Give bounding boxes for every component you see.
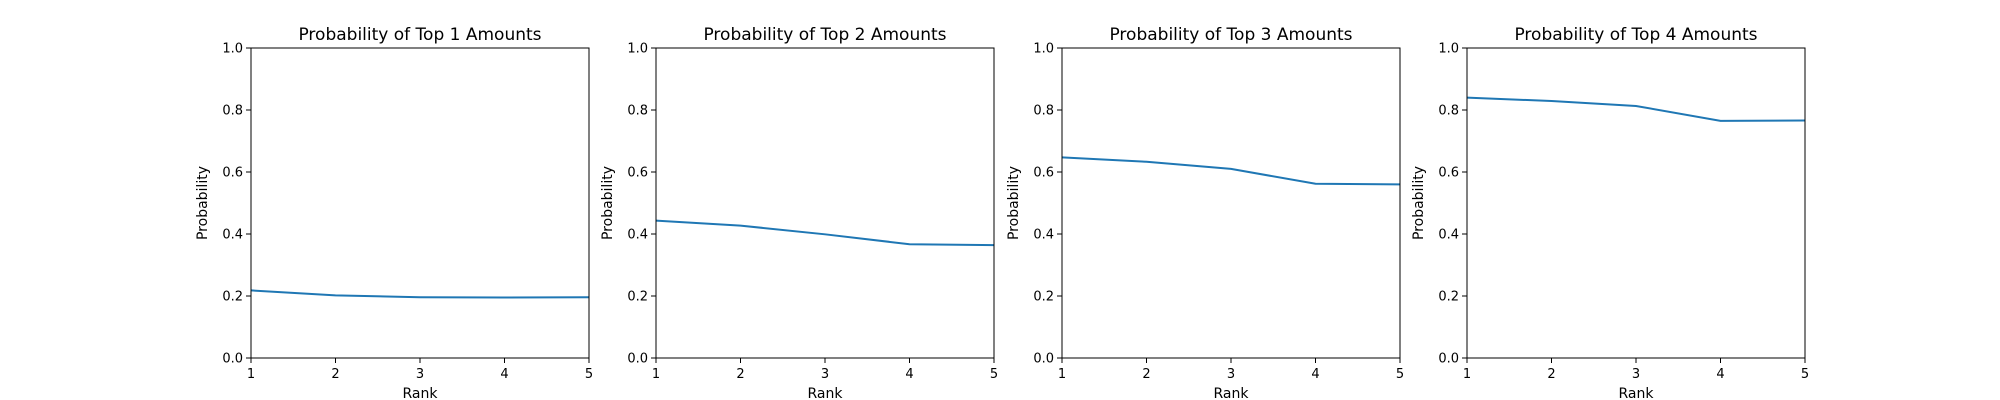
- y-tick-label: 0.4: [627, 228, 648, 243]
- y-tick-label: 0.8: [1438, 104, 1459, 119]
- x-tick-label: 1: [1463, 367, 1471, 382]
- y-tick-label: 0.0: [1438, 352, 1459, 367]
- y-tick-label: 0.2: [1438, 290, 1459, 305]
- x-tick-label: 4: [905, 367, 913, 382]
- chart-title: Probability of Top 2 Amounts: [703, 25, 946, 45]
- x-tick-label: 4: [500, 367, 508, 382]
- y-axis-label: Probability: [600, 166, 616, 240]
- chart-panel-3: Probability of Top 3 Amounts 1 2 3 4 5 0.0 0.2 0…: [1006, 25, 1404, 400]
- x-tick-label: 5: [1801, 367, 1809, 382]
- x-axis-label: Rank: [403, 386, 439, 400]
- y-axis-label: Probability: [1006, 166, 1022, 240]
- x-axis-label: Rank: [1214, 386, 1250, 400]
- y-tick-label: 1.0: [222, 42, 243, 57]
- y-tick-label: 1.0: [627, 42, 648, 57]
- y-tick-label: 0.4: [1033, 228, 1054, 243]
- y-tick-label: 0.6: [1033, 166, 1054, 181]
- x-tick-label: 2: [1547, 367, 1555, 382]
- chart-title: Probability of Top 4 Amounts: [1514, 25, 1757, 45]
- y-axis-label: Probability: [195, 166, 211, 240]
- y-tick-label: 0.2: [222, 290, 243, 305]
- x-tick-label: 2: [1142, 367, 1150, 382]
- plot-frame: [1061, 47, 1401, 359]
- x-tick-label: 3: [1632, 367, 1640, 382]
- y-tick-label: 0.0: [627, 352, 648, 367]
- y-tick-label: 0.4: [222, 228, 243, 243]
- y-tick-label: 0.2: [627, 290, 648, 305]
- y-tick-label: 0.4: [1438, 228, 1459, 243]
- x-tick-label: 1: [1058, 367, 1066, 382]
- y-tick-label: 0.8: [222, 104, 243, 119]
- chart-panel-2: Probability of Top 2 Amounts 1 2 3 4 5 0.0 0.2 0…: [600, 25, 998, 400]
- y-axis-label: Probability: [1411, 166, 1427, 240]
- y-tick-label: 0.8: [627, 104, 648, 119]
- x-tick-label: 2: [331, 367, 339, 382]
- chart-title: Probability of Top 1 Amounts: [298, 25, 541, 45]
- x-tick-label: 4: [1311, 367, 1319, 382]
- chart-panel-1: Probability of Top 1 Amounts 1 2 3 4 5 0.0 0.2 0…: [195, 25, 593, 400]
- chart-panel-4: Probability of Top 4 Amounts 1 2 3 4 5 0.0 0.2 0…: [1411, 25, 1809, 400]
- series-line: [1061, 156, 1401, 186]
- x-axis-label: Rank: [1619, 386, 1655, 400]
- y-tick-label: 0.0: [1033, 352, 1054, 367]
- x-tick-label: 1: [652, 367, 660, 382]
- y-tick-label: 0.6: [1438, 166, 1459, 181]
- x-tick-label: 5: [990, 367, 998, 382]
- plot-frame: [1466, 47, 1806, 359]
- plot-frame: [655, 47, 995, 359]
- y-tick-label: 0.2: [1033, 290, 1054, 305]
- series-line: [1466, 96, 1806, 122]
- x-tick-label: 1: [247, 367, 255, 382]
- plot-frame: [250, 47, 590, 359]
- y-tick-label: 0.6: [222, 166, 243, 181]
- x-axis-label: Rank: [808, 386, 844, 400]
- y-tick-label: 1.0: [1033, 42, 1054, 57]
- x-tick-label: 2: [736, 367, 744, 382]
- y-tick-label: 1.0: [1438, 42, 1459, 57]
- x-tick-label: 4: [1716, 367, 1724, 382]
- y-tick-label: 0.8: [1033, 104, 1054, 119]
- x-tick-label: 5: [585, 367, 593, 382]
- series-line: [250, 289, 590, 299]
- x-tick-label: 3: [416, 367, 424, 382]
- x-tick-label: 3: [1227, 367, 1235, 382]
- x-tick-label: 3: [821, 367, 829, 382]
- y-tick-label: 0.0: [222, 352, 243, 367]
- y-tick-label: 0.6: [627, 166, 648, 181]
- series-line: [655, 219, 995, 247]
- chart-title: Probability of Top 3 Amounts: [1109, 25, 1352, 45]
- x-tick-label: 5: [1396, 367, 1404, 382]
